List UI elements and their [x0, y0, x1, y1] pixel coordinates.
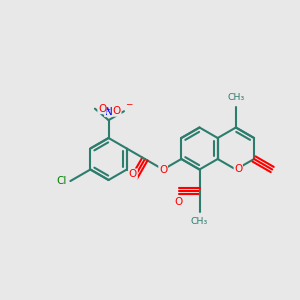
- Text: O: O: [174, 197, 183, 207]
- Text: O: O: [234, 164, 242, 175]
- Text: Cl: Cl: [56, 176, 67, 186]
- Text: CH₃: CH₃: [191, 217, 208, 226]
- Text: +: +: [104, 106, 110, 112]
- Text: CH₃: CH₃: [227, 93, 244, 102]
- Text: O: O: [113, 106, 121, 116]
- Text: −: −: [124, 99, 132, 108]
- Text: N: N: [105, 106, 112, 116]
- Text: O: O: [159, 164, 167, 175]
- Text: O: O: [98, 104, 106, 114]
- Text: O: O: [129, 169, 137, 179]
